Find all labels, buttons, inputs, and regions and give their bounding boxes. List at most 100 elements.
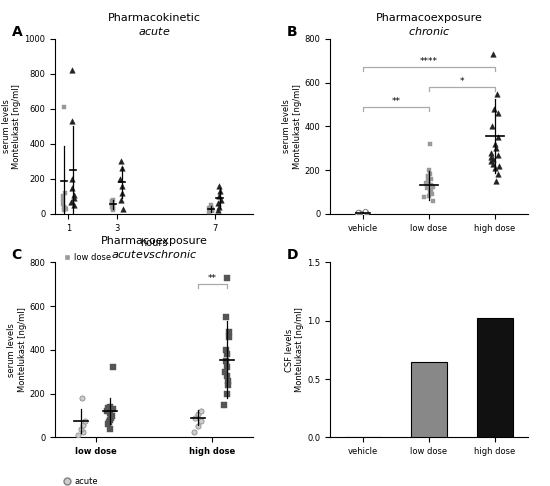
Point	[420, 193, 428, 201]
Point	[106, 425, 115, 433]
Point	[491, 140, 500, 148]
Point	[106, 416, 115, 424]
Point	[426, 175, 435, 183]
Point	[205, 208, 213, 216]
Point	[355, 208, 364, 216]
Point	[215, 203, 224, 211]
Point	[191, 414, 200, 422]
Point	[221, 313, 230, 321]
Point	[424, 173, 433, 180]
Point	[208, 208, 217, 215]
Y-axis label: CSF levels
Montelukast [ng/ml]: CSF levels Montelukast [ng/ml]	[285, 308, 304, 392]
Point	[220, 400, 229, 408]
Point	[224, 381, 233, 389]
Point	[73, 432, 82, 439]
Point	[107, 414, 116, 422]
Point	[494, 109, 503, 117]
Point	[69, 201, 78, 209]
Point	[104, 418, 113, 426]
Point	[81, 417, 90, 425]
Point	[426, 140, 435, 148]
Title: Pharmacoexposure
$\it{chronic}$: Pharmacoexposure $\it{chronic}$	[376, 13, 482, 37]
Legend: acute, chronic: acute, chronic	[59, 473, 108, 486]
Point	[224, 329, 233, 336]
Point	[108, 196, 117, 204]
Text: **: **	[208, 275, 217, 283]
Point	[489, 155, 498, 163]
Point	[492, 177, 500, 185]
Point	[427, 186, 436, 193]
Point	[425, 192, 433, 200]
Point	[487, 153, 496, 161]
Y-axis label: serum levels
Montelukast [ng/ml]: serum levels Montelukast [ng/ml]	[282, 84, 301, 169]
Text: D: D	[287, 248, 298, 262]
Text: B: B	[287, 25, 297, 39]
Point	[77, 394, 86, 402]
Point	[189, 428, 198, 436]
Point	[207, 206, 216, 213]
Bar	[477, 318, 513, 437]
Point	[196, 407, 205, 415]
Point	[104, 406, 113, 414]
Point	[427, 181, 436, 189]
Point	[58, 200, 67, 208]
Point	[214, 207, 223, 214]
Point	[67, 175, 76, 183]
Point	[362, 208, 371, 216]
Text: C: C	[12, 248, 21, 262]
Point	[221, 368, 229, 376]
Point	[361, 209, 370, 217]
Point	[60, 203, 69, 211]
Point	[108, 405, 117, 413]
Point	[353, 209, 362, 217]
Point	[214, 192, 223, 200]
Point	[105, 409, 114, 417]
Point	[116, 175, 125, 183]
Point	[76, 425, 85, 433]
Point	[223, 274, 232, 282]
Point	[493, 171, 502, 178]
Point	[67, 117, 76, 125]
Point	[222, 350, 231, 358]
Point	[222, 346, 230, 354]
Point	[222, 357, 230, 364]
Point	[208, 207, 217, 214]
Point	[355, 208, 364, 216]
Point	[58, 192, 67, 200]
Point	[206, 205, 214, 212]
Title: Pharmacoexposure
$\it{acute vs chronic}$: Pharmacoexposure $\it{acute vs chronic}$	[101, 236, 207, 260]
Point	[108, 203, 117, 211]
Point	[223, 377, 232, 384]
Point	[493, 89, 502, 97]
Point	[205, 204, 214, 211]
Point	[206, 201, 215, 209]
Point	[109, 202, 118, 210]
Point	[362, 210, 371, 218]
Point	[428, 183, 437, 191]
Point	[109, 364, 118, 371]
Point	[427, 190, 436, 198]
Y-axis label: serum levels
Montelukast [ng/ml]: serum levels Montelukast [ng/ml]	[2, 84, 21, 169]
Point	[60, 103, 69, 111]
Point	[224, 333, 233, 341]
Title: Pharmacokinetic
$\it{acute}$: Pharmacokinetic $\it{acute}$	[107, 13, 201, 37]
X-axis label: hours: hours	[140, 238, 168, 248]
Y-axis label: serum levels
Montelukast [ng/ml]: serum levels Montelukast [ng/ml]	[7, 308, 26, 392]
Point	[118, 182, 127, 190]
Point	[108, 205, 117, 212]
Point	[103, 420, 112, 428]
Point	[494, 162, 503, 170]
Text: *: *	[460, 77, 464, 86]
Point	[118, 205, 127, 212]
Point	[116, 196, 125, 204]
Point	[213, 199, 222, 207]
Point	[361, 208, 370, 215]
Point	[422, 184, 431, 191]
Point	[117, 189, 126, 197]
Point	[68, 184, 76, 191]
Point	[214, 182, 223, 190]
Point	[68, 67, 76, 74]
Text: **: **	[392, 97, 400, 106]
Point	[108, 199, 117, 207]
Point	[489, 105, 498, 113]
